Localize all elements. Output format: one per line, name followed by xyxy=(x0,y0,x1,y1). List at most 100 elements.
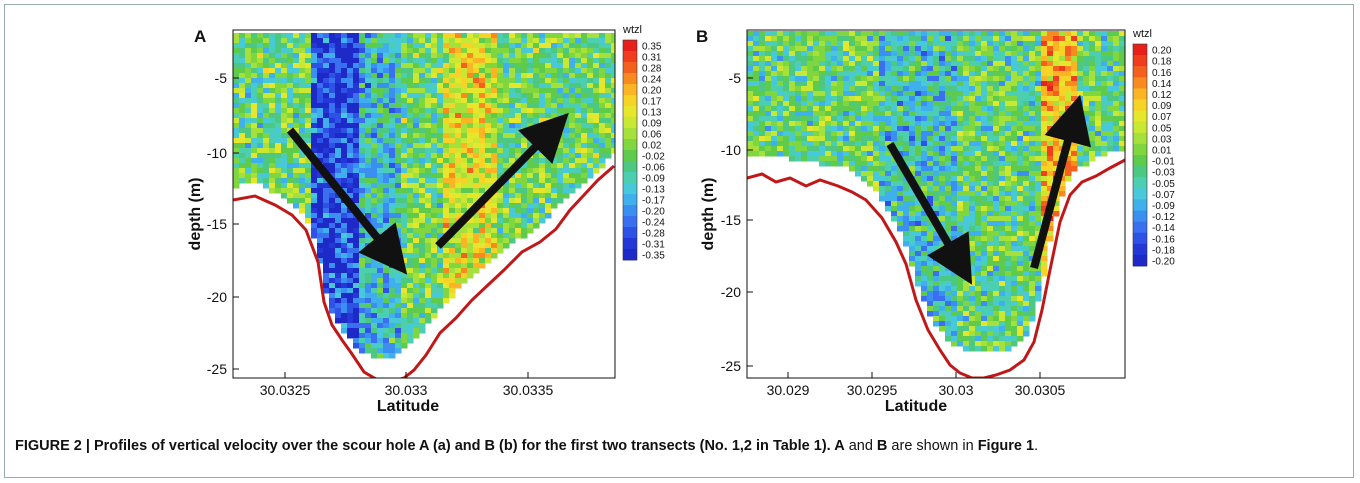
velocity-cell xyxy=(969,261,976,267)
velocity-cell xyxy=(587,163,594,169)
velocity-cell xyxy=(999,316,1006,322)
velocity-cell xyxy=(377,203,384,209)
velocity-cell xyxy=(293,103,300,109)
velocity-cell xyxy=(927,36,934,42)
velocity-cell xyxy=(257,33,264,39)
velocity-cell xyxy=(437,58,444,64)
velocity-cell xyxy=(999,336,1006,342)
velocity-cell xyxy=(359,288,366,294)
velocity-cell xyxy=(783,136,790,142)
velocity-cell xyxy=(395,313,402,319)
velocity-cell xyxy=(527,58,534,64)
velocity-cell xyxy=(443,123,450,129)
velocity-cell xyxy=(867,86,874,92)
velocity-cell xyxy=(993,236,1000,242)
velocity-cell xyxy=(479,93,486,99)
velocity-cell xyxy=(957,56,964,62)
velocity-cell xyxy=(365,248,372,254)
velocity-cell xyxy=(993,251,1000,257)
velocity-cell xyxy=(407,263,414,269)
velocity-cell xyxy=(407,288,414,294)
velocity-cell xyxy=(873,131,880,137)
velocity-cell xyxy=(371,98,378,104)
velocity-cell xyxy=(521,113,528,119)
velocity-cell xyxy=(551,38,558,44)
velocity-cell xyxy=(239,153,246,159)
velocity-cell xyxy=(807,61,814,67)
velocity-cell xyxy=(449,238,456,244)
velocity-cell xyxy=(431,303,438,309)
velocity-cell xyxy=(461,258,468,264)
velocity-cell xyxy=(611,68,615,74)
velocity-cell xyxy=(837,76,844,82)
velocity-cell xyxy=(1023,316,1030,322)
velocity-cell xyxy=(233,93,240,99)
velocity-cell xyxy=(891,91,898,97)
velocity-cell xyxy=(581,63,588,69)
velocity-cell xyxy=(1029,246,1036,252)
velocity-cell xyxy=(951,226,958,232)
velocity-cell xyxy=(969,56,976,62)
velocity-cell xyxy=(449,258,456,264)
velocity-cell xyxy=(503,203,510,209)
velocity-cell xyxy=(419,318,426,324)
velocity-cell xyxy=(359,253,366,259)
velocity-cell xyxy=(951,176,958,182)
velocity-cell xyxy=(539,178,546,184)
velocity-cell xyxy=(813,131,820,137)
velocity-cell xyxy=(539,88,546,94)
velocity-cell xyxy=(359,118,366,124)
velocity-cell xyxy=(377,258,384,264)
velocity-cell xyxy=(377,198,384,204)
velocity-cell xyxy=(789,126,796,132)
velocity-cell xyxy=(269,48,276,54)
velocity-cell xyxy=(873,161,880,167)
velocity-cell xyxy=(963,61,970,67)
velocity-cell xyxy=(557,63,564,69)
velocity-cell xyxy=(789,41,796,47)
velocity-cell xyxy=(551,158,558,164)
velocity-cell xyxy=(539,123,546,129)
velocity-cell xyxy=(813,146,820,152)
velocity-cell xyxy=(951,206,958,212)
velocity-cell xyxy=(527,163,534,169)
velocity-cell xyxy=(747,131,754,137)
velocity-cell xyxy=(599,33,606,39)
velocity-cell xyxy=(251,33,258,39)
velocity-cell xyxy=(413,303,420,309)
velocity-cell xyxy=(407,58,414,64)
velocity-cell xyxy=(425,248,432,254)
velocity-cell xyxy=(461,108,468,114)
velocity-cell xyxy=(251,58,258,64)
velocity-cell xyxy=(425,263,432,269)
velocity-cell xyxy=(957,151,964,157)
velocity-cell xyxy=(927,291,934,297)
velocity-cell xyxy=(401,278,408,284)
velocity-cell xyxy=(1017,171,1024,177)
velocity-cell xyxy=(329,213,336,219)
velocity-cell xyxy=(365,98,372,104)
velocity-cell xyxy=(239,143,246,149)
velocity-cell xyxy=(1029,276,1036,282)
velocity-cell xyxy=(837,146,844,152)
velocity-cell xyxy=(245,83,252,89)
velocity-cell xyxy=(999,196,1006,202)
velocity-cell xyxy=(765,151,772,157)
velocity-cell xyxy=(299,48,306,54)
velocity-cell xyxy=(551,48,558,54)
velocity-cell xyxy=(485,98,492,104)
velocity-cell xyxy=(801,151,808,157)
velocity-cell xyxy=(305,158,312,164)
velocity-cell xyxy=(491,153,498,159)
velocity-cell xyxy=(551,88,558,94)
velocity-cell xyxy=(365,168,372,174)
velocity-cell xyxy=(921,216,928,222)
velocity-cell xyxy=(885,91,892,97)
velocity-cell xyxy=(515,218,522,224)
velocity-cell xyxy=(1005,96,1012,102)
velocity-cell xyxy=(915,66,922,72)
velocity-cell xyxy=(939,196,946,202)
velocity-cell xyxy=(599,138,606,144)
velocity-cell xyxy=(335,63,342,69)
velocity-cell xyxy=(479,83,486,89)
